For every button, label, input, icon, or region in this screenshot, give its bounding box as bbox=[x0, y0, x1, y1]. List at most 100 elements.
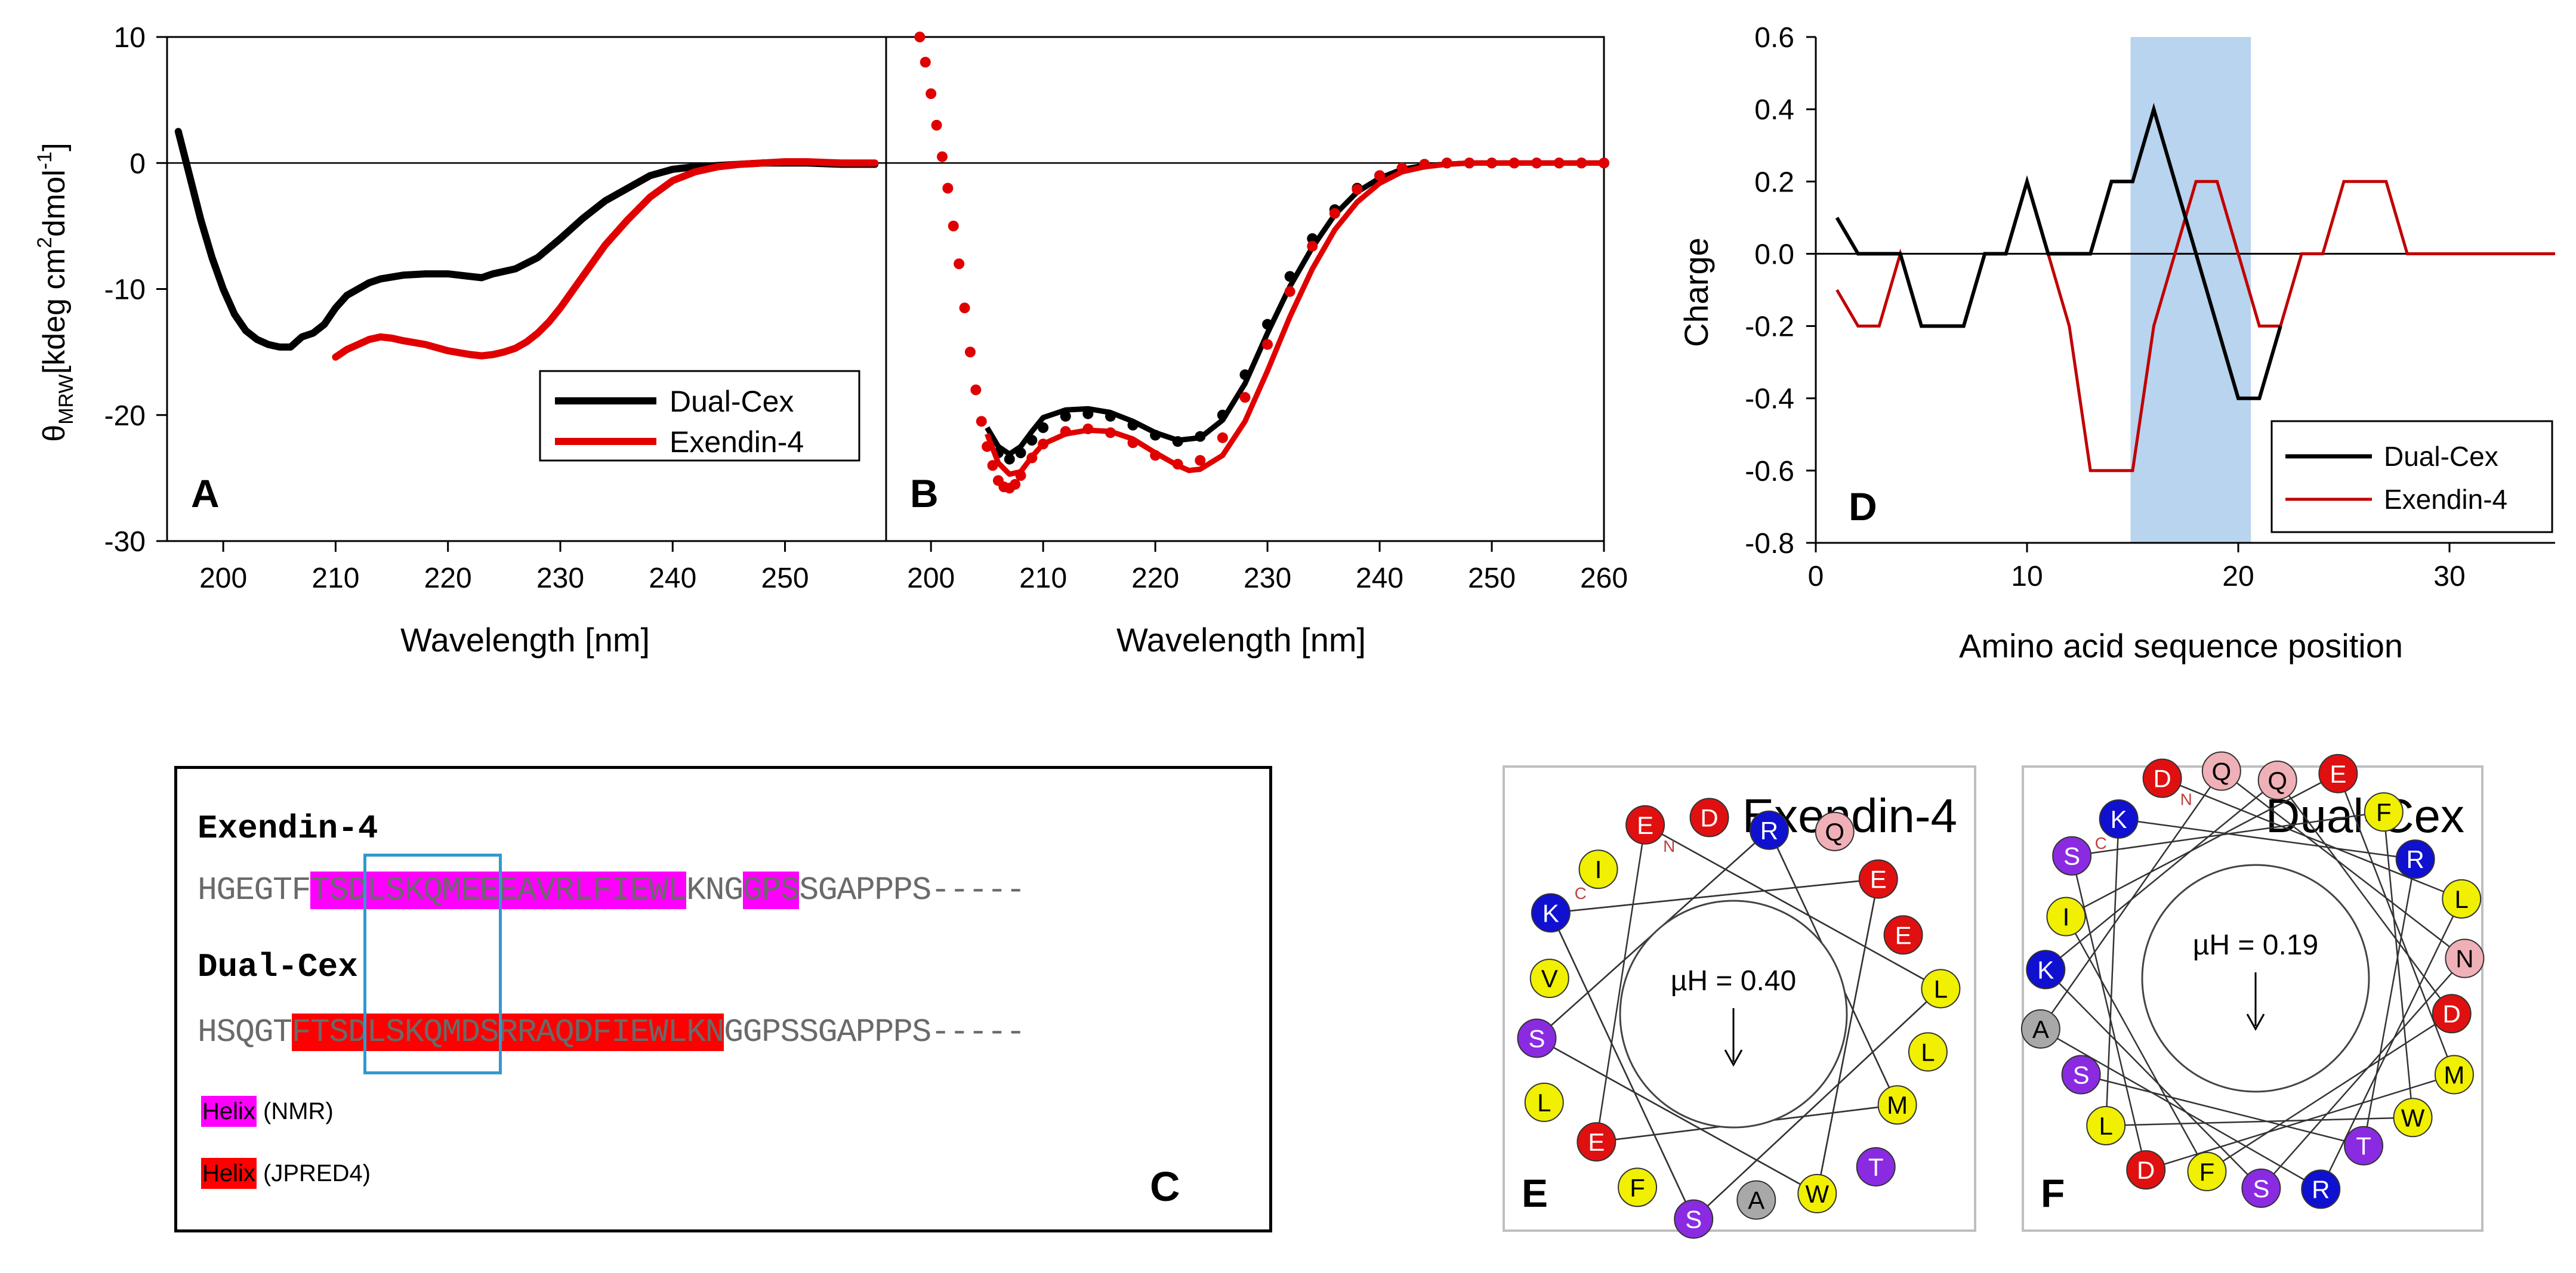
panel-label-a: A bbox=[191, 471, 220, 515]
residue-circle bbox=[1736, 1180, 1776, 1220]
residue-letter: S bbox=[2063, 842, 2080, 870]
residue-circle bbox=[2046, 897, 2086, 937]
residue-circle bbox=[2344, 1126, 2384, 1166]
y-tick-label: -0.8 bbox=[1745, 528, 1794, 560]
fit-point bbox=[1486, 157, 1498, 169]
fit-point bbox=[954, 258, 965, 270]
helical-wheels: Exendin-4µH = 0.40E D R QEELLMTWASFELSVKINC… bbox=[1503, 751, 2485, 1239]
residue-circle bbox=[1749, 810, 1789, 850]
fit-point bbox=[1026, 435, 1038, 446]
fit-point bbox=[1127, 437, 1139, 449]
residue-circle bbox=[2241, 1168, 2281, 1208]
fit-point bbox=[1038, 438, 1049, 450]
residue-circle bbox=[2301, 1169, 2341, 1209]
wheel-connector bbox=[2071, 855, 2147, 1170]
fit-point bbox=[976, 416, 987, 427]
n-terminal-marker: N bbox=[2180, 790, 2192, 809]
y-axis-label-part: θ bbox=[37, 425, 72, 442]
wheel-connector bbox=[1550, 912, 1695, 1220]
y-axis-label-part: 2 bbox=[33, 237, 56, 248]
x-tick-label: 230 bbox=[1244, 563, 1291, 594]
fit-point bbox=[1195, 455, 1206, 466]
c-terminal-marker: C bbox=[2095, 834, 2107, 852]
y-tick-label: -30 bbox=[104, 526, 146, 558]
wheel-connector bbox=[2383, 812, 2414, 1118]
fit-point bbox=[1060, 426, 1071, 437]
residue-circle bbox=[1908, 1032, 1948, 1072]
fit-point bbox=[1015, 470, 1026, 481]
y-tick-label: 0.6 bbox=[1754, 22, 1794, 54]
fit-point bbox=[925, 88, 937, 100]
legend-d: Dual-Cex Exendin-4 bbox=[2270, 420, 2553, 533]
y-tick-label: -10 bbox=[104, 274, 146, 306]
sequence-segment: KNG bbox=[686, 872, 744, 909]
wheel-connector bbox=[2276, 780, 2452, 1014]
fit-point bbox=[1396, 162, 1408, 174]
residue-letter: S bbox=[2073, 1061, 2090, 1089]
fit-point bbox=[1127, 419, 1139, 431]
sequence-segment: GGPSSGAPPPS----- bbox=[724, 1014, 1026, 1051]
series-exendin-4-fit bbox=[914, 32, 1609, 494]
wheel-connector bbox=[2081, 1074, 2364, 1147]
residue-letter: F bbox=[1630, 1173, 1645, 1201]
fit-point bbox=[1262, 339, 1273, 350]
highlight-region bbox=[2130, 37, 2251, 543]
residue-letter: T bbox=[1868, 1153, 1884, 1181]
helix-jpred-method: (JPRED4) bbox=[263, 1160, 371, 1187]
wheel-connector bbox=[1693, 988, 1942, 1220]
exendin-sequence: HGEGTFTSDLSKQMEEEAVRLFIEWLKNGGPSSGAPPPS-… bbox=[198, 872, 1026, 909]
fit-point bbox=[1038, 422, 1049, 433]
fit-point bbox=[1082, 408, 1094, 419]
wheel-connector bbox=[1550, 878, 1878, 914]
residue-circle bbox=[2257, 761, 2297, 801]
fit-point bbox=[931, 119, 942, 131]
x-tick-label: 240 bbox=[649, 563, 696, 594]
substitution-region-box bbox=[363, 854, 502, 1074]
x-tick-label: 240 bbox=[1356, 563, 1403, 594]
residue-letter: W bbox=[1805, 1180, 1829, 1208]
sequence-segment: FTSDLSKQMDSRRAQDFIEWLKN bbox=[291, 1014, 725, 1051]
residue-letter: K bbox=[1542, 899, 1559, 927]
residue-circle bbox=[1517, 1018, 1557, 1058]
residue-circle bbox=[1578, 849, 1618, 889]
residue-circle bbox=[2201, 751, 2241, 791]
fit-point bbox=[1217, 432, 1228, 443]
residue-letter: A bbox=[1748, 1187, 1764, 1215]
legend-helix-nmr: Helix (NMR) bbox=[201, 1096, 334, 1127]
wheel-connector bbox=[1816, 879, 1880, 1194]
residue-letter: D bbox=[2153, 765, 2171, 793]
residue-letter: L bbox=[2099, 1112, 2113, 1140]
residue-letter: D bbox=[2137, 1156, 2155, 1184]
sequence-segment: SGAPPPS----- bbox=[799, 872, 1026, 909]
x-tick-label: 230 bbox=[536, 563, 584, 594]
residue-letter: K bbox=[2111, 805, 2127, 833]
fit-point bbox=[914, 32, 925, 42]
wheel-connector bbox=[1536, 1037, 1818, 1194]
fit-point bbox=[948, 220, 959, 231]
x-tick-label: 0 bbox=[1808, 561, 1824, 592]
wheel-connector bbox=[2221, 770, 2466, 959]
residue-letter: I bbox=[1595, 855, 1602, 883]
legend-label: Exendin-4 bbox=[670, 425, 804, 459]
y-tick-label: -0.6 bbox=[1745, 456, 1794, 487]
legend-frame bbox=[2270, 420, 2553, 533]
residue-letter: T bbox=[2356, 1132, 2371, 1160]
sequence-segment: GPS bbox=[742, 872, 800, 909]
residue-circle bbox=[2099, 799, 2139, 839]
series-exendin-4-measured bbox=[985, 160, 1604, 477]
wheel-connector bbox=[2206, 1013, 2452, 1172]
c-terminal-marker: C bbox=[1575, 884, 1587, 903]
wheel-connector bbox=[2145, 1074, 2455, 1171]
fit-point bbox=[1262, 319, 1273, 330]
residue-letter: L bbox=[1934, 975, 1948, 1003]
residue-letter: K bbox=[2037, 956, 2054, 984]
residue-letter: R bbox=[2312, 1176, 2330, 1204]
wheel-connector bbox=[2045, 969, 2262, 1189]
series-line-dualcex bbox=[174, 128, 879, 351]
fit-point bbox=[1553, 157, 1565, 169]
residue-letter: S bbox=[1685, 1206, 1702, 1234]
residue-circle bbox=[1524, 1082, 1564, 1122]
residue-letter: E bbox=[1895, 921, 1912, 949]
residue-circle bbox=[2434, 1055, 2474, 1095]
wheel-connector bbox=[2065, 773, 2339, 917]
